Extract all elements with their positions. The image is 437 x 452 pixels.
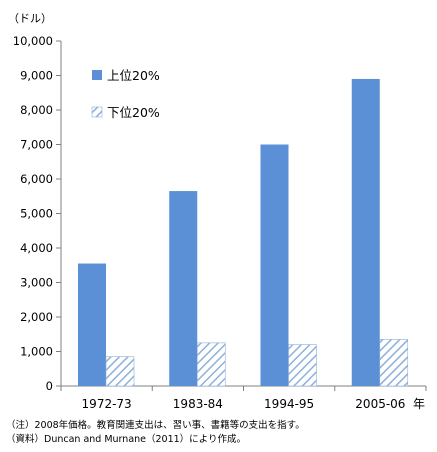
legend-swatch-top20 [92,70,102,80]
bar-bottom20-1972-73 [105,356,135,387]
bar-top20-1994-95 [260,144,289,386]
y-tick-label: 2,000 [20,310,53,324]
y-tick-label: 10,000 [13,34,53,48]
y-tick-label: 4,000 [20,241,53,255]
footnote: （注）2008年価格。教育関連支出は、習い事、書籍等の支出を指す。 [6,420,305,431]
tick-labels: 0 1,000 2,000 3,000 4,000 5,000 6,000 7,000 8,00… [13,34,425,411]
bar-bottom20-1994-95 [288,344,317,387]
y-tick-label: 1,000 [20,345,53,359]
legend: 上位20% 下位20% [91,68,160,120]
legend-label-bottom20: 下位20% [107,105,160,120]
bar-top20-1983-84 [169,191,198,386]
bar-bottom20-1983-84 [196,342,226,387]
y-tick-label: 6,000 [20,172,53,186]
x-tick-label: 1972-73 [82,397,132,411]
bar-bottom20-2005-06 [379,339,409,387]
y-tick-label: 3,000 [20,276,53,290]
y-tick-label: 5,000 [20,207,53,221]
x-tick-label: 1994-95 [264,397,314,411]
legend-label-top20: 上位20% [107,68,160,83]
bar-chart: （ドル） 0 1,000 2,000 3,000 4,000 5,000 6,000 7,00… [8,12,427,411]
y-tick-label: 9,000 [20,69,53,83]
legend-swatch-bottom20 [91,106,103,118]
y-tick-label: 0 [46,379,53,393]
y-tick-label: 8,000 [20,103,53,117]
y-unit-label: （ドル） [8,12,52,25]
bar-top20-1972-73 [78,263,106,386]
x-tick-label: 1983-84 [173,397,223,411]
source-note: （資料）Duncan and Murnane（2011）により作成。 [6,434,246,445]
bars [78,78,409,387]
y-tick-label: 7,000 [20,138,53,152]
x-tick-label: 2005-06 [355,397,405,411]
bar-top20-2005-06 [351,78,380,386]
x-axis-suffix: 年 [413,397,425,411]
